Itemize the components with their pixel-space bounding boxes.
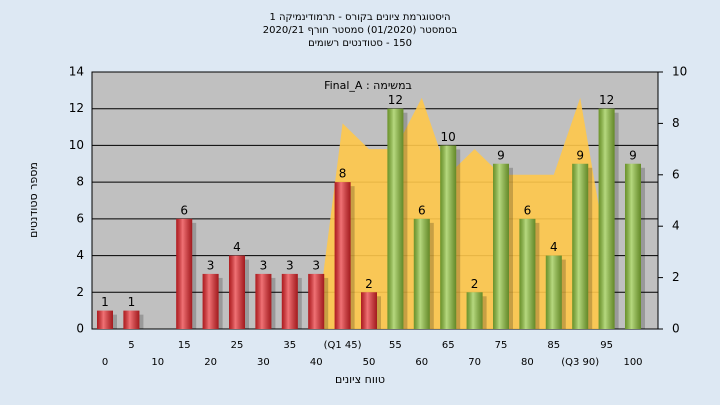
data-label: 9 — [629, 148, 637, 162]
data-label: 12 — [388, 93, 403, 107]
bar-shine — [361, 292, 377, 329]
bar-shine — [229, 255, 245, 329]
bar-shine — [598, 108, 615, 329]
y-tick-label: 10 — [69, 138, 84, 152]
data-label: 2 — [365, 277, 373, 291]
bar-shine — [413, 218, 430, 329]
x-tick-label: 20 — [204, 357, 217, 368]
x-tick-label: (Q1 45) — [324, 340, 362, 351]
y-tick-label: 14 — [69, 65, 84, 79]
y-tick-label: 12 — [69, 101, 84, 115]
bar-shine — [281, 273, 298, 329]
bar-shine — [176, 218, 193, 329]
bar-shine — [466, 292, 483, 329]
x-tick-label: 50 — [363, 357, 376, 368]
bar-shine — [255, 273, 272, 329]
bar-shine — [308, 273, 325, 329]
x-tick-label: 95 — [600, 340, 613, 351]
x-tick-label: 15 — [178, 340, 191, 351]
bar-shine — [493, 163, 509, 329]
data-label: 4 — [550, 240, 558, 254]
y-tick-label: 8 — [76, 175, 84, 189]
bar-shine — [440, 145, 457, 329]
data-label: 1 — [128, 295, 136, 309]
title-line: היסטוגרמת ציונים בקורס - תרמודינמיקה 1 — [269, 12, 450, 23]
bar-shine — [97, 310, 113, 329]
data-label: 3 — [286, 258, 294, 272]
bar-shine — [387, 108, 404, 329]
data-label: 12 — [599, 93, 614, 107]
data-label: 6 — [418, 203, 426, 217]
annotation: במשימה : Final_A — [324, 79, 412, 92]
x-tick-label: 60 — [415, 357, 428, 368]
x-tick-label: 75 — [495, 340, 508, 351]
x-tick-label: 25 — [231, 340, 244, 351]
bar-shine — [625, 163, 641, 329]
data-label: 10 — [441, 130, 456, 144]
y-tick-label: 0 — [76, 322, 84, 336]
data-label: 1 — [101, 295, 109, 309]
x-tick-label: 85 — [547, 340, 560, 351]
y2-tick-label: 4 — [672, 219, 680, 233]
x-tick-label: 80 — [521, 357, 534, 368]
data-label: 3 — [207, 258, 215, 272]
data-label: 2 — [471, 277, 479, 291]
title-line: בסמסטר (01/2020) סמסטר חורף 2020/21 — [263, 25, 458, 36]
x-axis-label: טווח ציונים — [335, 373, 385, 386]
data-label: 4 — [233, 240, 241, 254]
y-tick-label: 6 — [76, 211, 84, 225]
bar-shine — [519, 218, 536, 329]
y2-tick-label: 2 — [672, 270, 680, 284]
data-label: 9 — [497, 148, 505, 162]
data-label: 6 — [180, 203, 188, 217]
x-tick-label: 35 — [283, 340, 296, 351]
x-tick-label: 55 — [389, 340, 402, 351]
x-tick-label: 5 — [128, 340, 134, 351]
y2-tick-label: 6 — [672, 167, 680, 181]
x-tick-label: (Q3 90) — [561, 357, 599, 368]
x-tick-label: 0 — [102, 357, 108, 368]
y-axis-label: מספר סטודנטים — [27, 162, 40, 238]
y2-tick-label: 8 — [672, 116, 680, 130]
x-tick-label: 65 — [442, 340, 455, 351]
title-line: 150 - סטודנטים רשומים — [308, 38, 412, 49]
data-label: 3 — [312, 258, 320, 272]
x-tick-label: 30 — [257, 357, 270, 368]
bar-shine — [123, 310, 140, 329]
y-tick-label: 2 — [76, 285, 84, 299]
data-label: 9 — [576, 148, 584, 162]
data-label: 8 — [339, 167, 347, 181]
x-tick-label: 100 — [623, 357, 642, 368]
bar-shine — [202, 273, 219, 329]
data-label: 3 — [260, 258, 268, 272]
x-tick-label: 40 — [310, 357, 323, 368]
data-label: 6 — [524, 203, 532, 217]
y-tick-label: 4 — [76, 248, 84, 262]
bar-shine — [334, 182, 351, 329]
x-tick-label: 10 — [151, 357, 164, 368]
bar-shine — [545, 255, 562, 329]
y2-tick-label: 10 — [672, 65, 687, 79]
bar-shine — [572, 163, 589, 329]
y2-tick-label: 0 — [672, 322, 680, 336]
x-tick-label: 70 — [468, 357, 481, 368]
